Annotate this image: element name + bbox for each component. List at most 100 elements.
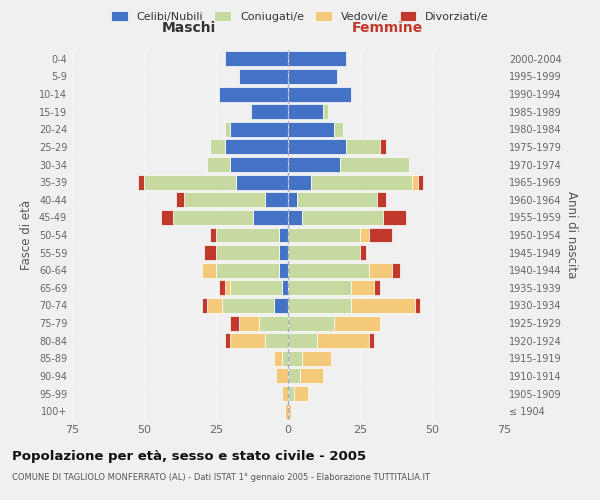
Bar [239, 316, 259, 330]
Bar [253, 210, 288, 225]
Bar [282, 351, 288, 366]
Bar [224, 140, 288, 154]
Bar [323, 104, 328, 119]
Bar [230, 157, 288, 172]
Bar [219, 280, 224, 295]
Bar [412, 174, 418, 190]
Bar [288, 228, 360, 242]
Bar [216, 263, 280, 278]
Bar [216, 228, 280, 242]
Text: Popolazione per età, sesso e stato civile - 2005: Popolazione per età, sesso e stato civil… [12, 450, 366, 463]
Bar [352, 280, 374, 295]
Bar [288, 316, 334, 330]
Bar [346, 140, 380, 154]
Bar [299, 368, 323, 384]
Bar [176, 192, 184, 208]
Bar [288, 210, 302, 225]
Bar [288, 263, 368, 278]
Bar [415, 298, 421, 313]
Bar [224, 333, 230, 348]
Bar [280, 245, 288, 260]
Bar [208, 298, 222, 313]
Bar [288, 280, 352, 295]
Bar [380, 140, 386, 154]
Bar [202, 263, 216, 278]
Bar [288, 192, 296, 208]
Bar [259, 316, 288, 330]
Legend: Celibi/Nubili, Coniugati/e, Vedovi/e, Divorziati/e: Celibi/Nubili, Coniugati/e, Vedovi/e, Di… [108, 8, 492, 25]
Bar [184, 192, 265, 208]
Bar [383, 210, 406, 225]
Bar [288, 351, 302, 366]
Y-axis label: Fasce di età: Fasce di età [20, 200, 33, 270]
Bar [294, 386, 308, 401]
Bar [288, 104, 323, 119]
Bar [288, 174, 311, 190]
Bar [230, 316, 239, 330]
Bar [368, 263, 392, 278]
Bar [202, 298, 208, 313]
Bar [302, 210, 383, 225]
Bar [317, 333, 368, 348]
Bar [340, 157, 409, 172]
Bar [392, 263, 400, 278]
Bar [230, 280, 282, 295]
Bar [236, 174, 288, 190]
Bar [368, 228, 392, 242]
Bar [377, 192, 386, 208]
Bar [418, 174, 424, 190]
Bar [173, 210, 253, 225]
Bar [277, 368, 288, 384]
Bar [288, 140, 346, 154]
Bar [265, 333, 288, 348]
Bar [288, 368, 299, 384]
Bar [288, 157, 340, 172]
Bar [210, 228, 216, 242]
Bar [352, 298, 415, 313]
Bar [288, 86, 352, 102]
Bar [216, 245, 280, 260]
Bar [239, 69, 288, 84]
Bar [224, 52, 288, 66]
Bar [288, 386, 294, 401]
Bar [360, 245, 366, 260]
Bar [280, 228, 288, 242]
Bar [360, 228, 368, 242]
Bar [374, 280, 380, 295]
Bar [288, 298, 352, 313]
Text: COMUNE DI TAGLIOLO MONFERRATO (AL) - Dati ISTAT 1° gennaio 2005 - Elaborazione T: COMUNE DI TAGLIOLO MONFERRATO (AL) - Dat… [12, 472, 430, 482]
Bar [144, 174, 236, 190]
Bar [334, 122, 343, 137]
Bar [288, 122, 334, 137]
Y-axis label: Anni di nascita: Anni di nascita [565, 192, 578, 278]
Bar [311, 174, 412, 190]
Bar [224, 122, 230, 137]
Bar [161, 210, 173, 225]
Bar [288, 333, 317, 348]
Bar [296, 192, 377, 208]
Bar [288, 69, 337, 84]
Bar [224, 280, 230, 295]
Text: Femmine: Femmine [352, 21, 423, 35]
Bar [274, 351, 282, 366]
Bar [208, 157, 230, 172]
Bar [230, 122, 288, 137]
Bar [302, 351, 331, 366]
Bar [210, 140, 224, 154]
Bar [288, 245, 360, 260]
Bar [282, 280, 288, 295]
Bar [368, 333, 374, 348]
Bar [285, 404, 288, 418]
Bar [334, 316, 380, 330]
Bar [282, 386, 288, 401]
Bar [280, 263, 288, 278]
Bar [274, 298, 288, 313]
Bar [138, 174, 144, 190]
Bar [222, 298, 274, 313]
Bar [230, 333, 265, 348]
Bar [265, 192, 288, 208]
Text: Maschi: Maschi [161, 21, 216, 35]
Bar [288, 404, 291, 418]
Bar [219, 86, 288, 102]
Bar [205, 245, 216, 260]
